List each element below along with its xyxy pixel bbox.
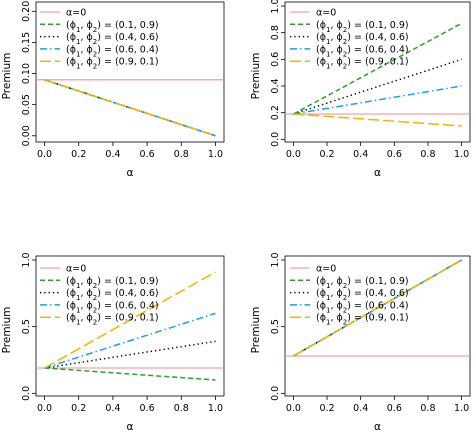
legend-label: α=0 [66, 8, 86, 19]
legend-label: (ϕ1, ϕ2) = (0.4, 0.6) [66, 32, 159, 46]
x-tick-label: 0.6 [140, 403, 155, 414]
x-tick-label: 1.0 [208, 149, 223, 160]
legend-label: α=0 [316, 8, 336, 19]
x-tick-label: 1.0 [454, 149, 469, 160]
legend-label: (ϕ1, ϕ2) = (0.9, 0.1) [66, 57, 159, 71]
y-tick-label: 0.00 [21, 125, 32, 146]
panel-top-right: 0.0 0.2 0.4 0.6 0.8 1.0 0.0 0.2 0.4 0.6 0.8 1.0 α Pre… [250, 0, 471, 179]
panel-bottom-left: 0.0 0.2 0.4 0.6 0.8 1.00.00.51.0αPremiumα=0(ϕ… [1, 252, 225, 433]
x-tick-label: 0.2 [71, 403, 86, 414]
plot-frame [284, 1, 471, 143]
x-tick-label: 0.6 [140, 149, 155, 160]
y-tick-label: 0.4 [270, 78, 281, 93]
legend: α=0(ϕ1, ϕ2) = (0.1, 0.9)(ϕ1, ϕ2) = (0.4,… [290, 264, 409, 327]
x-tick-label: 0.8 [174, 403, 189, 414]
legend-label: (ϕ1, ϕ2) = (0.1, 0.9) [316, 20, 409, 34]
legend-label: α=0 [66, 264, 86, 275]
legend-label: (ϕ1, ϕ2) = (0.1, 0.9) [66, 276, 159, 290]
series-line-4 [293, 113, 462, 127]
y-tick-label: 0.15 [21, 32, 32, 53]
y-axis-label: Premium [250, 53, 262, 100]
panel-bottom-right: 0.0 0.2 0.4 0.6 0.8 1.00.00.51.0αPremiumα=0(ϕ… [250, 252, 471, 433]
x-tick-label: 0.6 [387, 149, 402, 160]
x-axis-label: α [374, 167, 381, 179]
legend-label: α=0 [316, 264, 336, 275]
y-axis-label: Premium [250, 307, 262, 354]
legend-label: (ϕ1, ϕ2) = (0.1, 0.9) [316, 276, 409, 290]
x-tick-label: 0.0 [37, 149, 52, 160]
legend-label: (ϕ1, ϕ2) = (0.6, 0.4) [316, 44, 409, 58]
legend: α=0(ϕ1, ϕ2) = (0.1, 0.9)(ϕ1, ϕ2) = (0.4,… [290, 8, 409, 71]
y-tick-label: 1.0 [270, 0, 281, 14]
x-tick-label: 0.0 [37, 403, 52, 414]
legend-label: (ϕ1, ϕ2) = (0.6, 0.4) [66, 300, 159, 314]
y-tick-label: 1.0 [21, 252, 32, 267]
series-line-3 [44, 312, 216, 369]
y-tick-label: 1.0 [270, 252, 281, 267]
x-axis-label: α [127, 167, 134, 179]
x-tick-label: 0.4 [353, 403, 368, 414]
x-tick-label: 0.4 [105, 149, 120, 160]
plot-frame [284, 255, 471, 397]
x-axis-label: α [127, 421, 134, 433]
legend-label: (ϕ1, ϕ2) = (0.9, 0.1) [316, 57, 409, 71]
x-tick-label: 1.0 [208, 403, 223, 414]
x-tick-label: 0.8 [420, 403, 435, 414]
x-tick-label: 0.2 [71, 149, 86, 160]
y-axis-label: Premium [1, 53, 13, 100]
x-tick-label: 0.8 [174, 149, 189, 160]
y-tick-label: 0.05 [21, 94, 32, 115]
x-tick-label: 0.8 [420, 149, 435, 160]
y-tick-label: 0.10 [21, 63, 32, 84]
series-line-3 [44, 79, 216, 137]
y-tick-label: 0.6 [270, 52, 281, 67]
legend-label: (ϕ1, ϕ2) = (0.4, 0.6) [316, 288, 409, 302]
x-tick-label: 0.2 [319, 149, 334, 160]
legend: α=0(ϕ1, ϕ2) = (0.1, 0.9)(ϕ1, ϕ2) = (0.4,… [40, 264, 159, 327]
y-tick-label: 0.20 [21, 1, 32, 22]
legend-label: (ϕ1, ϕ2) = (0.1, 0.9) [66, 20, 159, 34]
y-tick-label: 0.2 [270, 105, 281, 120]
plot-frame [35, 255, 225, 397]
x-tick-label: 0.6 [387, 403, 402, 414]
y-tick-label: 0.0 [270, 386, 281, 401]
series-line-2 [293, 58, 462, 115]
x-tick-label: 0.4 [105, 403, 120, 414]
y-tick-label: 0.5 [21, 319, 32, 334]
series-line-2 [44, 340, 216, 369]
x-tick-label: 0.2 [319, 403, 334, 414]
x-tick-label: 1.0 [454, 403, 469, 414]
legend-label: (ϕ1, ϕ2) = (0.4, 0.6) [316, 32, 409, 46]
y-tick-label: 0.5 [270, 319, 281, 334]
legend: α=0(ϕ1, ϕ2) = (0.1, 0.9)(ϕ1, ϕ2) = (0.4,… [40, 8, 159, 71]
x-tick-label: 0.0 [286, 403, 301, 414]
y-axis-label: Premium [1, 307, 13, 354]
series-line-1 [44, 367, 216, 381]
y-tick-label: 0.0 [21, 386, 32, 401]
legend-label: (ϕ1, ϕ2) = (0.6, 0.4) [66, 44, 159, 58]
y-tick-label: 0.8 [270, 25, 281, 40]
plot-frame [35, 1, 225, 143]
legend-label: (ϕ1, ϕ2) = (0.9, 0.1) [66, 313, 159, 327]
panel-top-left: 0.0 0.2 0.4 0.6 0.8 1.0 0.00 0.05 0.10 0.15 0.20 α P… [1, 1, 225, 179]
legend-label: (ϕ1, ϕ2) = (0.6, 0.4) [316, 300, 409, 314]
x-axis-label: α [374, 421, 381, 433]
series-line-4 [44, 271, 216, 369]
series-line-4 [293, 259, 462, 357]
x-tick-label: 0.0 [286, 149, 301, 160]
y-tick-label: 0.0 [270, 132, 281, 147]
x-tick-label: 0.4 [353, 149, 368, 160]
legend-label: (ϕ1, ϕ2) = (0.9, 0.1) [316, 313, 409, 327]
legend-label: (ϕ1, ϕ2) = (0.4, 0.6) [66, 288, 159, 302]
